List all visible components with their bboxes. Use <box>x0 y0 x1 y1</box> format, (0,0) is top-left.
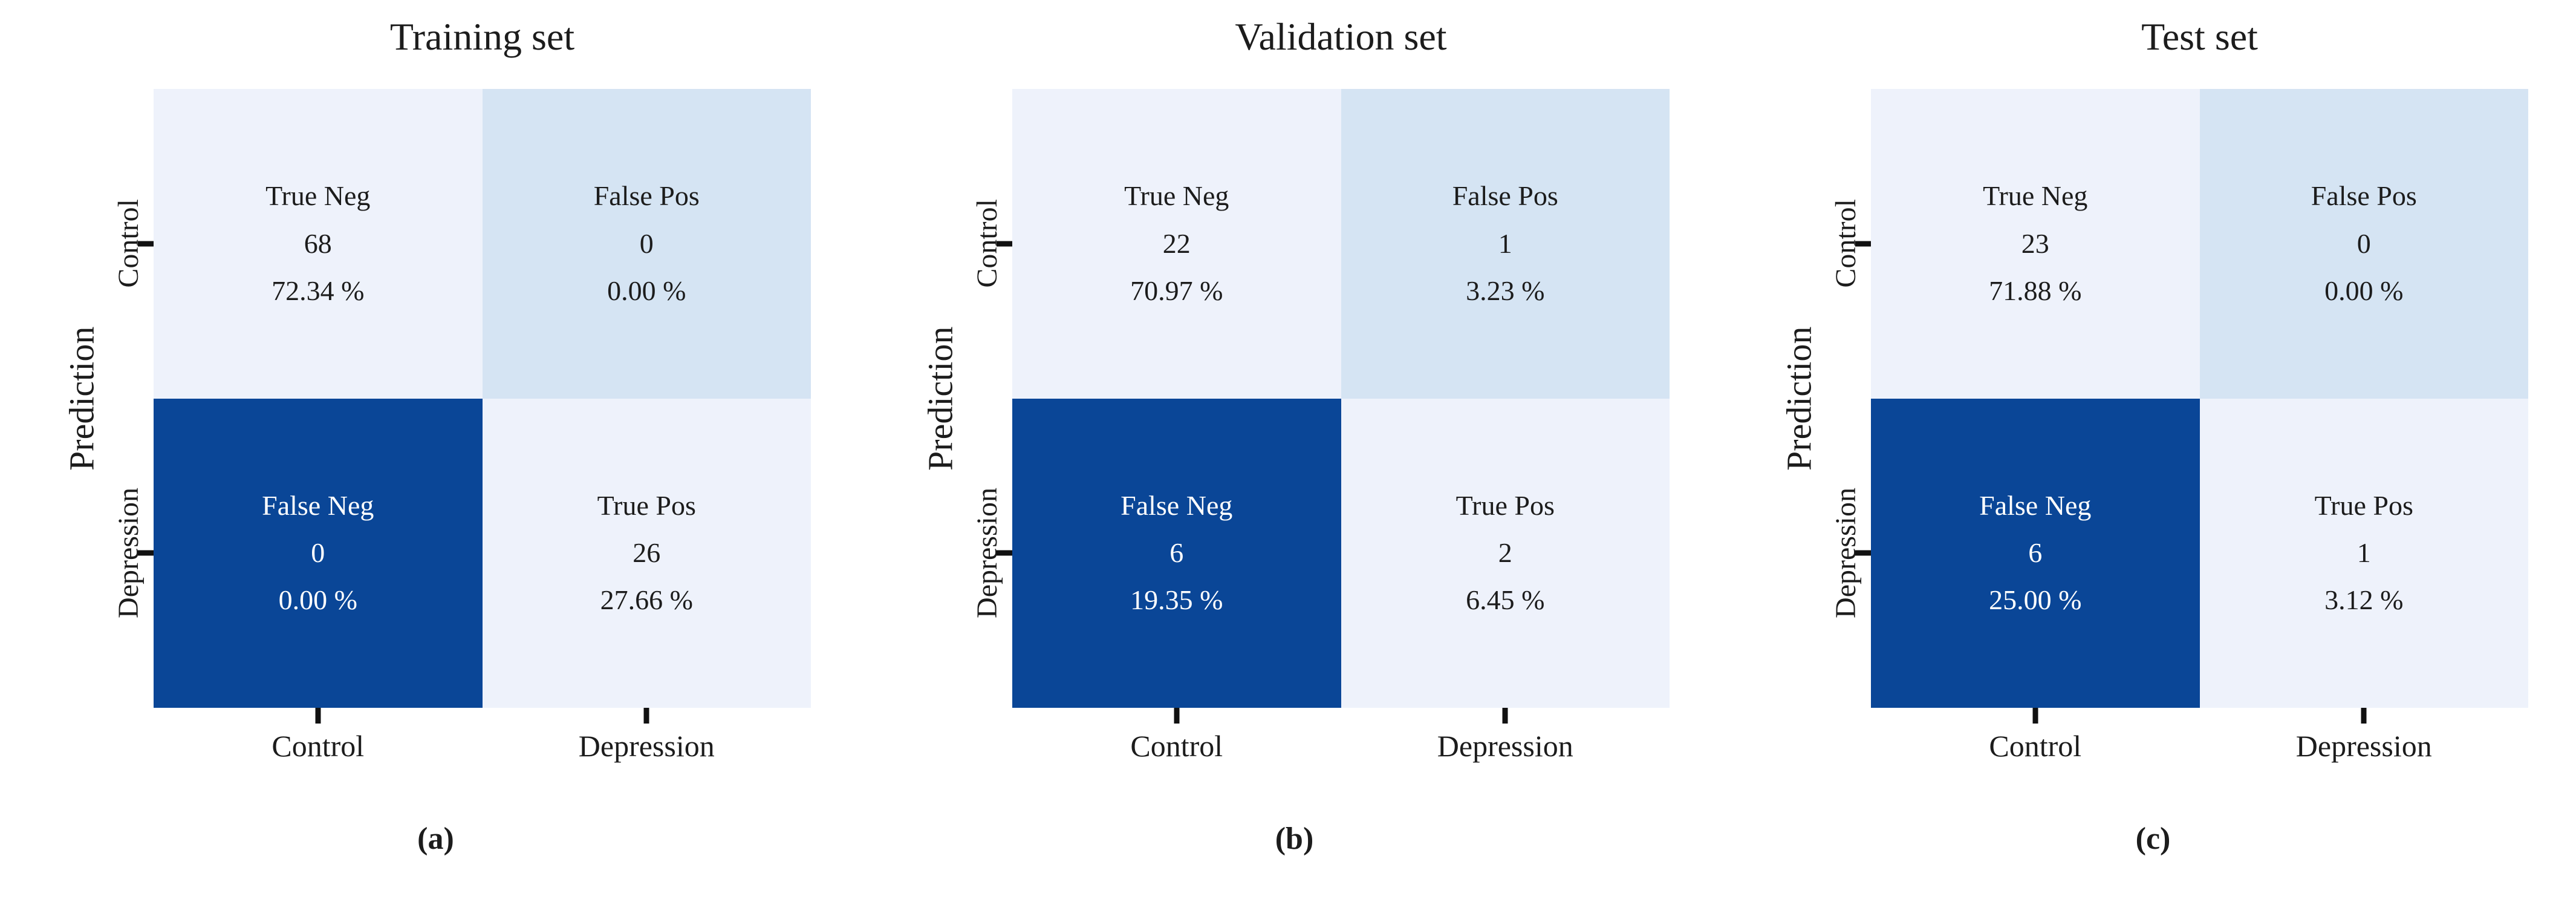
subfigure-caption: (a) <box>417 822 454 856</box>
x-tick-label-depression: Depression <box>2295 729 2432 763</box>
subfigure-caption: (b) <box>1275 822 1314 856</box>
cell-label: False Pos <box>2311 180 2417 212</box>
y-tick-mark <box>1855 241 1871 247</box>
y-axis-label: Prediction <box>1779 326 1819 471</box>
cell-percent: 6.45 % <box>1466 584 1545 616</box>
cell-label: False Pos <box>1452 180 1558 212</box>
y-axis-label: Prediction <box>62 326 102 471</box>
x-tick-mark <box>1174 708 1180 724</box>
confusion-matrix-panel-test: Test set Prediction Control Depression T… <box>1717 0 2576 902</box>
x-tick-mark <box>643 708 649 724</box>
y-tick-mark <box>138 241 154 247</box>
x-tick-mark <box>1502 708 1508 724</box>
y-tick-mark <box>1855 550 1871 556</box>
cell-false-neg: False Neg 0 0.00 % <box>154 398 483 708</box>
cell-false-pos: False Pos 0 0.00 % <box>482 89 811 399</box>
cell-count: 2 <box>1498 537 1512 569</box>
confusion-matrix: True Neg 23 71.88 % False Pos 0 0.00 % F… <box>1855 89 2528 724</box>
panel-title: Training set <box>389 15 575 58</box>
cell-true-pos: True Pos 26 27.66 % <box>482 398 811 708</box>
cell-label: False Neg <box>1120 489 1233 521</box>
cell-true-pos: True Pos 2 6.45 % <box>1341 398 1670 708</box>
cell-percent: 72.34 % <box>272 275 365 306</box>
cell-true-neg: True Neg 22 70.97 % <box>1012 89 1341 399</box>
cell-label: False Neg <box>262 489 374 521</box>
cell-false-neg: False Neg 6 19.35 % <box>1012 398 1341 708</box>
cell-percent: 25.00 % <box>1989 584 2082 616</box>
y-tick-labels: Control Depression <box>961 89 1012 708</box>
cell-false-neg: False Neg 6 25.00 % <box>1871 398 2200 708</box>
cell-percent: 0.00 % <box>607 275 686 306</box>
cell-label: True Neg <box>1983 180 2088 212</box>
panel-title: Test set <box>2141 15 2258 58</box>
cell-percent: 70.97 % <box>1130 275 1223 306</box>
x-tick-label-depression: Depression <box>1437 729 1573 763</box>
confusion-matrix: True Neg 22 70.97 % False Pos 1 3.23 % F… <box>997 89 1670 724</box>
cell-count: 1 <box>1498 227 1512 259</box>
x-tick-labels: Control Depression <box>1871 708 2528 789</box>
cell-percent: 27.66 % <box>600 584 693 616</box>
y-tick-labels: Control Depression <box>103 89 154 708</box>
x-tick-labels: Control Depression <box>154 708 811 789</box>
cell-count: 0 <box>311 537 325 569</box>
cell-percent: 3.12 % <box>2324 584 2404 616</box>
cell-true-neg: True Neg 23 71.88 % <box>1871 89 2200 399</box>
x-tick-mark <box>315 708 321 724</box>
cell-percent: 0.00 % <box>278 584 357 616</box>
cell-label: False Neg <box>1979 489 2092 521</box>
cell-count: 23 <box>2021 227 2049 259</box>
cell-percent: 0.00 % <box>2324 275 2404 306</box>
cell-label: True Pos <box>2314 489 2413 521</box>
y-axis-label: Prediction <box>920 326 960 471</box>
x-tick-label-control: Control <box>1989 729 2082 763</box>
x-tick-mark <box>2361 708 2367 724</box>
cell-label: True Pos <box>1456 489 1555 521</box>
x-tick-mark <box>2032 708 2038 724</box>
x-tick-label-control: Control <box>1130 729 1223 763</box>
cell-count: 1 <box>2356 537 2371 569</box>
confusion-matrix-panel-training: Training set Prediction Control Depressi… <box>0 0 859 902</box>
confusion-matrix: True Neg 68 72.34 % False Pos 0 0.00 % F… <box>138 89 811 724</box>
cell-percent: 3.23 % <box>1466 275 1545 306</box>
cell-true-neg: True Neg 68 72.34 % <box>154 89 483 399</box>
y-tick-mark <box>997 241 1012 247</box>
cell-count: 6 <box>2028 537 2043 569</box>
x-tick-label-control: Control <box>272 729 365 763</box>
cell-count: 6 <box>1169 537 1184 569</box>
cell-count: 68 <box>304 227 332 259</box>
cell-label: True Neg <box>265 180 371 212</box>
cell-percent: 19.35 % <box>1130 584 1223 616</box>
cell-percent: 71.88 % <box>1989 275 2082 306</box>
cell-label: True Neg <box>1124 180 1229 212</box>
subfigure-caption: (c) <box>2135 822 2171 856</box>
y-tick-mark <box>138 550 154 556</box>
y-tick-labels: Control Depression <box>1820 89 1871 708</box>
cell-false-pos: False Pos 0 0.00 % <box>2199 89 2528 399</box>
cell-false-pos: False Pos 1 3.23 % <box>1341 89 1670 399</box>
x-tick-label-depression: Depression <box>578 729 715 763</box>
cell-count: 22 <box>1162 227 1191 259</box>
x-tick-labels: Control Depression <box>1012 708 1670 789</box>
cell-count: 0 <box>2356 227 2371 259</box>
y-tick-mark <box>997 550 1012 556</box>
cell-true-pos: True Pos 1 3.12 % <box>2199 398 2528 708</box>
cell-count: 0 <box>639 227 654 259</box>
cell-count: 26 <box>633 537 661 569</box>
panel-title: Validation set <box>1235 15 1447 58</box>
cell-label: True Pos <box>597 489 696 521</box>
cell-label: False Pos <box>593 180 700 212</box>
confusion-matrix-panel-validation: Validation set Prediction Control Depres… <box>859 0 1717 902</box>
